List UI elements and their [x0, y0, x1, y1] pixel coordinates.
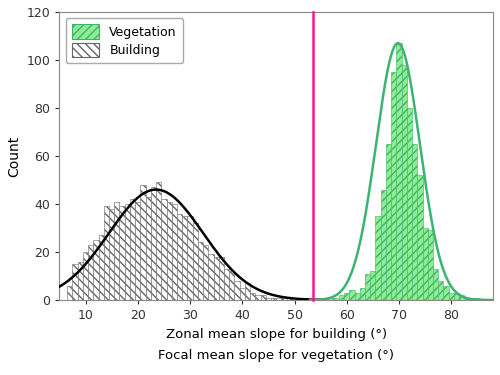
- Bar: [83, 252, 88, 300]
- Bar: [219, 257, 224, 300]
- Bar: [470, 298, 475, 300]
- Bar: [334, 298, 339, 300]
- Bar: [302, 298, 308, 300]
- Bar: [214, 257, 219, 300]
- X-axis label: Zonal mean slope for building (°)
Focal mean slope for vegetation (°): Zonal mean slope for building (°) Focal …: [158, 328, 394, 362]
- Bar: [166, 202, 172, 300]
- Bar: [172, 204, 177, 300]
- Bar: [454, 293, 459, 300]
- Bar: [282, 298, 286, 300]
- Bar: [177, 214, 182, 300]
- Bar: [276, 298, 281, 300]
- Bar: [407, 108, 412, 300]
- Bar: [109, 209, 114, 300]
- Bar: [88, 245, 94, 300]
- Bar: [344, 293, 350, 300]
- Bar: [250, 293, 256, 300]
- Bar: [114, 202, 119, 300]
- Bar: [256, 295, 260, 300]
- Bar: [433, 269, 438, 300]
- Bar: [391, 72, 396, 300]
- Bar: [444, 286, 448, 300]
- Bar: [412, 144, 418, 300]
- Bar: [428, 230, 433, 300]
- Bar: [396, 43, 402, 300]
- Legend: Vegetation, Building: Vegetation, Building: [66, 18, 183, 63]
- Bar: [266, 298, 271, 300]
- Bar: [188, 216, 192, 300]
- Bar: [78, 262, 83, 300]
- Bar: [350, 290, 354, 300]
- Bar: [203, 245, 208, 300]
- Bar: [422, 228, 428, 300]
- Bar: [124, 204, 130, 300]
- Bar: [130, 199, 135, 300]
- Bar: [67, 286, 72, 300]
- Bar: [140, 185, 145, 300]
- Bar: [360, 288, 365, 300]
- Bar: [438, 281, 444, 300]
- Bar: [229, 271, 234, 300]
- Bar: [459, 295, 464, 300]
- Bar: [198, 242, 203, 300]
- Bar: [120, 206, 124, 300]
- Bar: [234, 281, 240, 300]
- Bar: [365, 274, 370, 300]
- Bar: [464, 298, 469, 300]
- Y-axis label: Count: Count: [7, 135, 21, 177]
- Bar: [402, 65, 407, 300]
- Bar: [354, 293, 360, 300]
- Bar: [162, 199, 166, 300]
- Bar: [72, 264, 78, 300]
- Bar: [146, 197, 151, 300]
- Bar: [151, 187, 156, 300]
- Bar: [182, 216, 188, 300]
- Bar: [192, 223, 198, 300]
- Bar: [260, 295, 266, 300]
- Bar: [245, 283, 250, 300]
- Bar: [328, 298, 334, 300]
- Bar: [370, 271, 376, 300]
- Bar: [448, 293, 454, 300]
- Bar: [475, 298, 480, 300]
- Bar: [292, 298, 297, 300]
- Bar: [135, 202, 140, 300]
- Bar: [324, 298, 328, 300]
- Bar: [94, 240, 98, 300]
- Bar: [104, 206, 109, 300]
- Bar: [98, 235, 104, 300]
- Bar: [386, 144, 391, 300]
- Bar: [380, 190, 386, 300]
- Bar: [271, 298, 276, 300]
- Bar: [297, 298, 302, 300]
- Bar: [156, 182, 162, 300]
- Bar: [376, 216, 380, 300]
- Bar: [339, 295, 344, 300]
- Bar: [286, 298, 292, 300]
- Bar: [208, 254, 214, 300]
- Bar: [240, 288, 245, 300]
- Bar: [418, 175, 422, 300]
- Bar: [224, 269, 229, 300]
